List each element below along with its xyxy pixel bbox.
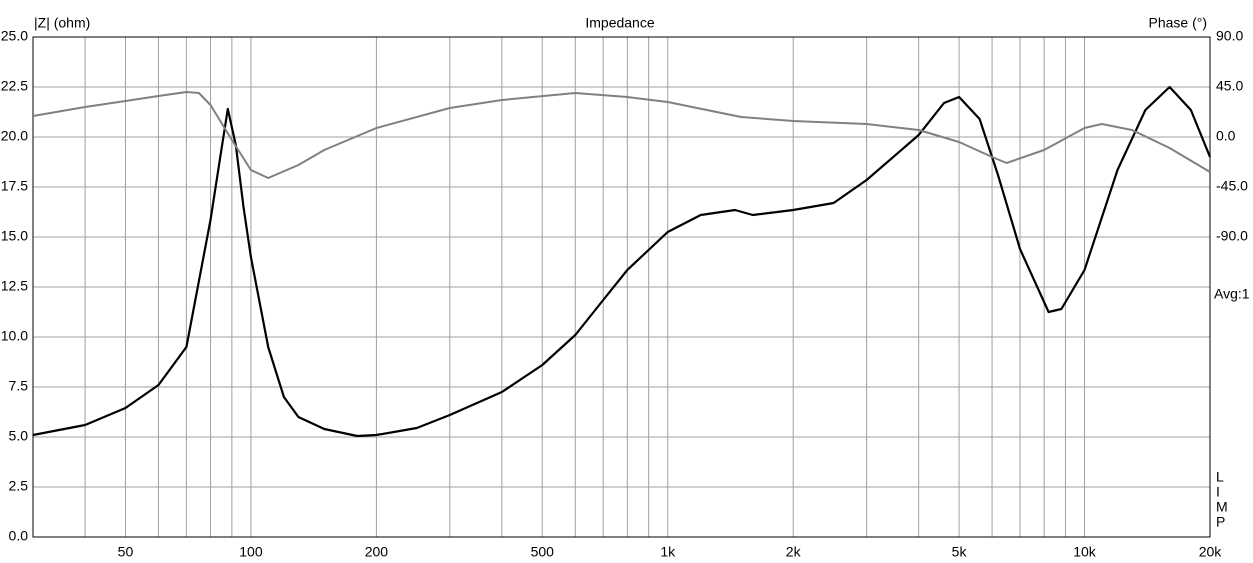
x-tick-label: 100 <box>239 544 263 560</box>
y-tick-label: 25.0 <box>1 28 28 44</box>
x-tick-label: 50 <box>118 544 134 560</box>
y-tick-label: 20.0 <box>1 128 28 144</box>
y-tick-label: 10.0 <box>1 328 28 344</box>
y2-tick-label: -90.0 <box>1216 228 1248 244</box>
y-tick-label: 7.5 <box>9 378 29 394</box>
y2-tick-label: 90.0 <box>1216 28 1243 44</box>
y-axis-label: |Z| (ohm) <box>34 15 90 31</box>
corner-letter: I <box>1216 484 1220 500</box>
y2-tick-label: 45.0 <box>1216 78 1243 94</box>
chart-title: Impedance <box>585 15 654 31</box>
x-tick-label: 1k <box>660 544 676 560</box>
plot-frame <box>32 36 1211 538</box>
x-tick-label: 5k <box>952 544 968 560</box>
x-tick-label: 200 <box>365 544 389 560</box>
series-line <box>32 85 1212 438</box>
x-tick-label: 500 <box>531 544 555 560</box>
y-tick-label: 17.5 <box>1 178 28 194</box>
y2-tick-label: -45.0 <box>1216 178 1248 194</box>
y-tick-label: 22.5 <box>1 78 28 94</box>
annotation: Avg:1 <box>1214 286 1250 302</box>
y-tick-label: 5.0 <box>9 428 29 444</box>
y2-tick-label: 0.0 <box>1216 128 1236 144</box>
y-tick-label: 15.0 <box>1 228 28 244</box>
corner-letter: M <box>1216 499 1228 515</box>
x-tick-label: 2k <box>786 544 802 560</box>
series-line <box>32 91 1211 179</box>
y2-axis-label: Phase (°) <box>1148 15 1207 31</box>
x-tick-label: 20k <box>1199 544 1223 560</box>
corner-letter: P <box>1216 514 1225 530</box>
corner-letter: L <box>1216 469 1224 485</box>
y-tick-label: 2.5 <box>9 478 29 494</box>
y-tick-label: 0.0 <box>9 528 29 544</box>
y-tick-label: 12.5 <box>1 278 28 294</box>
x-tick-label: 10k <box>1073 544 1097 560</box>
